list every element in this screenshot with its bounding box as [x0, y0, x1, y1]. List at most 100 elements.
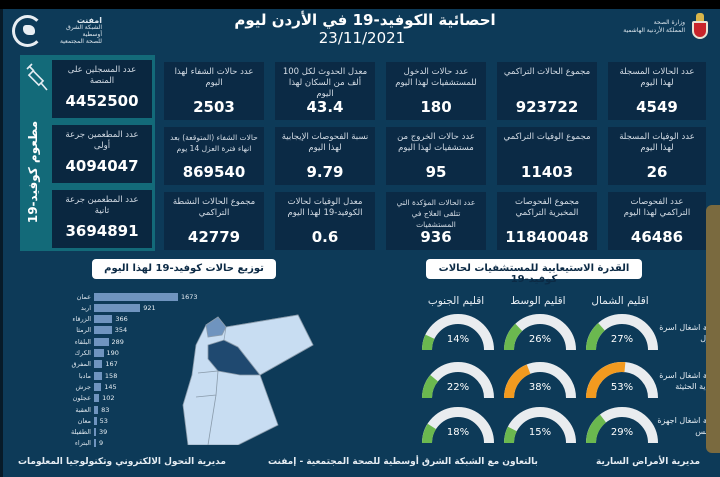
stat-value: 3694891 — [65, 222, 139, 240]
stat-value: 869540 — [182, 163, 246, 181]
left-edge — [0, 9, 3, 477]
gauge-percent: 14% — [446, 334, 470, 345]
emphnet-name: امفنت — [76, 16, 102, 25]
emphnet-line2: للصحة المجتمعية — [59, 38, 102, 45]
bar-label: الطفيلة — [70, 428, 91, 437]
stat-value: 9.79 — [306, 163, 344, 181]
side-panel-handle[interactable] — [706, 205, 720, 453]
bar-row: جرش 145 — [60, 381, 117, 392]
stat-value: 2503 — [193, 98, 235, 116]
stat-label: عدد المطعمين جرعة ثانية — [65, 195, 139, 216]
stat-value: 0.6 — [311, 228, 339, 246]
bar-label: المفرق — [71, 360, 91, 369]
stat-card-positivity-rate: نسبة الفحوصات الإيجابية لهذا اليوم 9.79 — [275, 127, 375, 185]
bar-row: الرمثا 354 — [60, 325, 127, 336]
jordan-map — [182, 314, 314, 445]
page-title-text: احصائية الكوفيد-19 في الأردن ليوم — [234, 11, 496, 29]
bar — [94, 303, 141, 312]
stat-card-death-rate: معدل الوفيات لحالات الكوفيد-19 لهذا اليو… — [275, 192, 375, 250]
stat-value: 11403 — [520, 163, 574, 181]
gauge: 38% — [502, 360, 578, 400]
stat-value: 923722 — [515, 98, 579, 116]
gauge-percent: 22% — [446, 382, 470, 393]
bar-label: معان — [77, 416, 91, 425]
bar-value: 167 — [105, 360, 118, 369]
bar-value: 1673 — [181, 292, 198, 301]
moh-line2: المملكة الأردنية الهاشمية — [623, 27, 685, 34]
bar-row: البلقاء 289 — [60, 336, 124, 347]
stat-value: 4452500 — [65, 92, 139, 110]
bar — [94, 405, 99, 414]
stat-label: معدل الحدوث لكل 100 ألف من السكان لهذا ا… — [282, 67, 368, 99]
stat-value: 11840048 — [505, 228, 589, 246]
footer-communicable-diseases: مديرية الأمراض السارية — [596, 457, 701, 467]
gauge: 53% — [584, 360, 660, 400]
bar-row: العقبة 83 — [60, 404, 109, 415]
stat-label: عدد الوفيات المسجلة لهذا اليوم — [619, 132, 695, 153]
bar — [94, 416, 97, 425]
bar-label: البتراء — [74, 439, 91, 448]
bar-row: المفرق 167 — [60, 359, 118, 370]
stat-value: 4094047 — [65, 157, 139, 175]
bar-value: 190 — [106, 349, 119, 357]
moh-text: وزارة الصحة المملكة الأردنية الهاشمية — [623, 19, 685, 35]
bar — [94, 315, 113, 324]
stat-value: 43.4 — [306, 98, 344, 116]
stat-label: مجموع الحالات التراكمي — [503, 67, 591, 77]
stat-card-hospitalized: عدد الحالات المؤكدة التي تتلقى العلاج في… — [386, 192, 486, 250]
bar — [94, 428, 96, 437]
stat-label: عدد حالات الدخول للمستشفيات لهذا اليوم — [395, 67, 477, 88]
bar-value: 83 — [101, 405, 110, 414]
bar — [94, 360, 103, 369]
capacity-title: القدرة الاستيعابية للمستشفيات لحالات كوف… — [426, 259, 642, 285]
gauge-percent: 53% — [610, 382, 634, 393]
bar — [94, 439, 96, 448]
emphnet-logo-text: امفنت الشبكة الشرق أوسطية للصحة المجتمعي… — [47, 16, 102, 46]
stat-card-total-tests: مجموع الفحوصات المخبرية التراكمي 1184004… — [497, 192, 597, 250]
bar-label: الزرقاء — [72, 315, 91, 324]
bar-row: الكرك 190 — [60, 348, 119, 359]
stat-card-hospital-discharges: عدد حالات الخروج من مستشفيات لهذا اليوم … — [386, 127, 486, 185]
bar-label: مادبا — [78, 371, 91, 380]
bar-row: عجلون 102 — [60, 393, 115, 404]
region-north-header: اقليم الشمال — [591, 295, 649, 307]
stat-value: 4549 — [636, 98, 678, 116]
gauge: 29% — [584, 405, 660, 445]
bar-value: 354 — [114, 326, 128, 335]
bar — [94, 337, 109, 346]
gauge: 18% — [420, 405, 496, 445]
stat-label: معدل الوفيات لحالات الكوفيد-19 لهذا اليو… — [287, 197, 363, 218]
bar-value: 53 — [99, 416, 108, 425]
emphnet-line1: الشبكة الشرق أوسطية — [66, 24, 102, 38]
bar-value: 9 — [99, 439, 104, 448]
stat-label: عدد الحالات المؤكدة التي تتلقى العلاج في… — [396, 198, 476, 229]
stat-value: 42779 — [187, 228, 241, 246]
bar-value: 145 — [104, 382, 117, 391]
emphnet-logo: امفنت الشبكة الشرق أوسطية للصحة المجتمعي… — [12, 13, 102, 49]
bar — [94, 349, 104, 357]
stat-label: عدد الحالات المسجلة لهذا اليوم — [619, 67, 695, 88]
stat-value: 95 — [425, 163, 447, 181]
bar-label: البلقاء — [74, 337, 91, 346]
stat-card-total-cases: مجموع الحالات التراكمي 923722 — [497, 62, 597, 120]
stat-card-expected-recoveries: حالات الشفاء (المتوقعة) بعد انهاء فترة ا… — [164, 127, 264, 185]
bar-label: عمان — [76, 292, 91, 301]
bar-label: الكرك — [74, 349, 91, 357]
footer-partnership: بالتعاون مع الشبكة الشرق أوسطية للصحة ال… — [268, 457, 538, 467]
bar-value: 366 — [115, 315, 128, 324]
bar-row: معان 53 — [60, 415, 108, 426]
jordan-crest-icon — [690, 13, 710, 41]
stat-label: عدد حالات الخروج من مستشفيات لهذا اليوم — [397, 132, 475, 153]
bar-value: 289 — [111, 337, 124, 346]
row-label-icu: نسبة اشغال اسرة العناية الحثيثة — [659, 371, 719, 391]
bar-row: اربد 921 — [60, 302, 156, 313]
stat-card-total-deaths: مجموع الوفيات التراكمي 11403 — [497, 127, 597, 185]
stat-value: 936 — [420, 228, 452, 246]
stat-card-hospital-admissions: عدد حالات الدخول للمستشفيات لهذا اليوم 1… — [386, 62, 486, 120]
bar-row: البتراء 9 — [60, 438, 103, 449]
bar — [94, 382, 102, 391]
gauge-percent: 26% — [528, 334, 552, 345]
bar-value: 39 — [99, 428, 108, 437]
gauge: 27% — [584, 312, 660, 352]
gauge-percent: 15% — [528, 427, 552, 438]
